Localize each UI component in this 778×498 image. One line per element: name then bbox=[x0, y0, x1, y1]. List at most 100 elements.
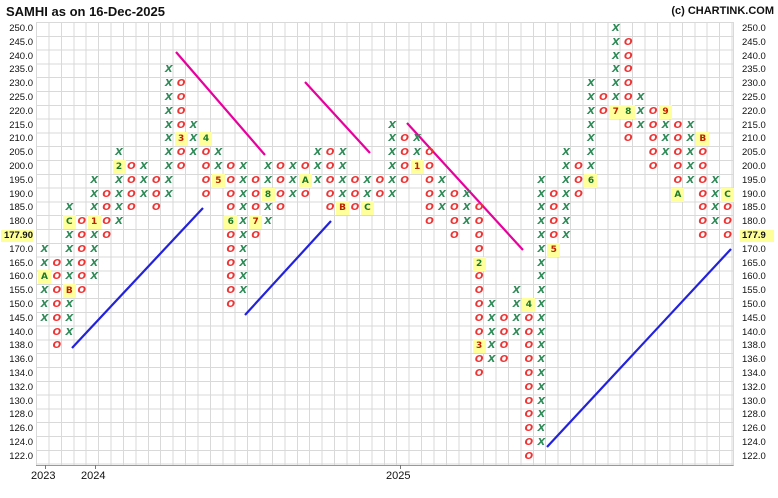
pf-o-box: O bbox=[77, 216, 86, 228]
y-axis-label-left: 140.0 bbox=[9, 326, 33, 338]
pf-x-box: X bbox=[164, 78, 173, 90]
y-axis-label-right: 195.0 bbox=[742, 174, 766, 186]
pf-x-box: X bbox=[611, 78, 620, 90]
y-axis-label-left: 215.0 bbox=[9, 119, 33, 131]
pf-o-box: O bbox=[276, 174, 285, 186]
x-axis-year-label: 2023 bbox=[31, 470, 56, 482]
pf-o-box: O bbox=[723, 216, 732, 228]
y-axis-label-left: 134.0 bbox=[9, 367, 33, 379]
y-axis-label-right: 140.0 bbox=[742, 326, 766, 338]
pf-x-box: X bbox=[587, 147, 595, 159]
pf-x-box: X bbox=[115, 188, 123, 200]
pf-month-marker: C bbox=[62, 215, 76, 230]
y-axis-label-right: 124.0 bbox=[742, 436, 766, 448]
pf-o-box: O bbox=[301, 188, 310, 200]
pf-o-box: O bbox=[176, 92, 186, 103]
y-axis-label-left-current-price: 177.90 bbox=[1, 229, 33, 242]
pf-x-box: X bbox=[587, 119, 595, 131]
pf-month-marker: B bbox=[62, 284, 76, 299]
pf-month-marker: 3 bbox=[174, 132, 188, 147]
y-axis-label-right: 205.0 bbox=[742, 147, 766, 159]
pf-x-box: X bbox=[388, 119, 397, 131]
pf-o-box: O bbox=[226, 230, 236, 241]
pf-x-box: X bbox=[65, 243, 74, 255]
pf-month-marker: B bbox=[336, 201, 350, 216]
y-axis-label-left: 240.0 bbox=[9, 50, 33, 62]
pf-x-box: X bbox=[611, 23, 620, 34]
pf-o-box: O bbox=[698, 161, 707, 172]
pf-x-box: X bbox=[562, 230, 570, 241]
pf-x-box: X bbox=[239, 161, 248, 172]
y-axis-label-right: 134.0 bbox=[742, 367, 766, 379]
y-axis-label-right: 240.0 bbox=[742, 50, 766, 62]
pf-o-box: O bbox=[648, 161, 658, 172]
pf-x-box: X bbox=[587, 161, 595, 172]
pf-o-box: O bbox=[176, 161, 186, 172]
pf-x-box: X bbox=[487, 312, 496, 324]
y-axis-label-left: 225.0 bbox=[9, 91, 33, 103]
pf-x-box: X bbox=[661, 147, 670, 159]
pf-x-box: X bbox=[661, 133, 670, 145]
pf-x-box: X bbox=[239, 188, 248, 200]
pf-x-box: X bbox=[40, 312, 49, 324]
pf-o-box: O bbox=[325, 202, 335, 214]
y-axis-label-right-current-price: 177.9 bbox=[740, 229, 774, 242]
pf-o-box: O bbox=[425, 147, 434, 159]
y-axis-label-left: 128.0 bbox=[9, 409, 33, 421]
pf-o-box: O bbox=[127, 174, 136, 186]
pf-o-box: O bbox=[673, 174, 683, 186]
y-axis-label-right: 145.0 bbox=[742, 312, 766, 324]
pf-o-box: O bbox=[226, 243, 236, 255]
pf-o-box: O bbox=[425, 188, 434, 200]
pf-o-box: O bbox=[524, 326, 534, 338]
pf-x-box: X bbox=[537, 437, 546, 448]
pf-o-box: O bbox=[450, 230, 459, 241]
pf-o-box: O bbox=[574, 174, 583, 186]
pf-o-box: O bbox=[400, 174, 409, 186]
pf-o-box: O bbox=[524, 354, 534, 366]
pf-x-box: X bbox=[711, 188, 720, 200]
pf-o-box: O bbox=[152, 174, 161, 186]
pf-month-marker: 1 bbox=[87, 215, 101, 230]
pf-month-marker: 5 bbox=[211, 173, 225, 188]
pf-month-marker: A bbox=[38, 270, 51, 285]
y-axis-label-right: 126.0 bbox=[742, 423, 766, 435]
pf-x-box: X bbox=[537, 216, 546, 228]
pf-x-box: X bbox=[115, 147, 123, 159]
pf-o-box: O bbox=[226, 271, 236, 283]
pf-x-box: X bbox=[338, 188, 347, 200]
pf-o-box: O bbox=[499, 326, 509, 338]
pf-o-box: O bbox=[524, 423, 534, 435]
y-axis-label-right: 165.0 bbox=[742, 257, 766, 269]
pf-o-box: O bbox=[549, 202, 558, 214]
pf-x-box: X bbox=[611, 64, 620, 76]
pf-x-box: X bbox=[164, 105, 173, 117]
pf-o-box: O bbox=[599, 92, 608, 103]
pf-x-box: X bbox=[289, 188, 297, 200]
pf-o-box: O bbox=[77, 271, 86, 283]
pf-o-box: O bbox=[52, 312, 62, 324]
pf-o-box: O bbox=[648, 147, 658, 159]
pf-month-marker: 2 bbox=[472, 256, 486, 271]
pf-o-box: O bbox=[648, 119, 658, 131]
pf-x-box: X bbox=[239, 202, 248, 214]
pf-month-marker: 8 bbox=[261, 187, 275, 202]
pf-o-box: O bbox=[524, 395, 534, 407]
pf-x-box: X bbox=[512, 299, 521, 310]
pf-o-box: O bbox=[152, 188, 161, 200]
pf-x-box: X bbox=[140, 161, 148, 172]
y-axis-label-left: 136.0 bbox=[9, 354, 33, 366]
pf-o-box: O bbox=[698, 202, 707, 214]
pf-o-box: O bbox=[623, 64, 633, 76]
pf-x-box: X bbox=[65, 312, 74, 324]
pf-o-box: O bbox=[52, 257, 62, 269]
pf-x-box: X bbox=[686, 147, 695, 159]
pf-x-box: X bbox=[537, 299, 546, 310]
pf-x-box: X bbox=[264, 216, 272, 228]
pf-o-box: O bbox=[276, 202, 285, 214]
pf-x-box: X bbox=[686, 174, 695, 186]
pf-o-box: O bbox=[325, 188, 335, 200]
pf-x-box: X bbox=[562, 188, 570, 200]
pf-o-box: O bbox=[301, 161, 310, 172]
